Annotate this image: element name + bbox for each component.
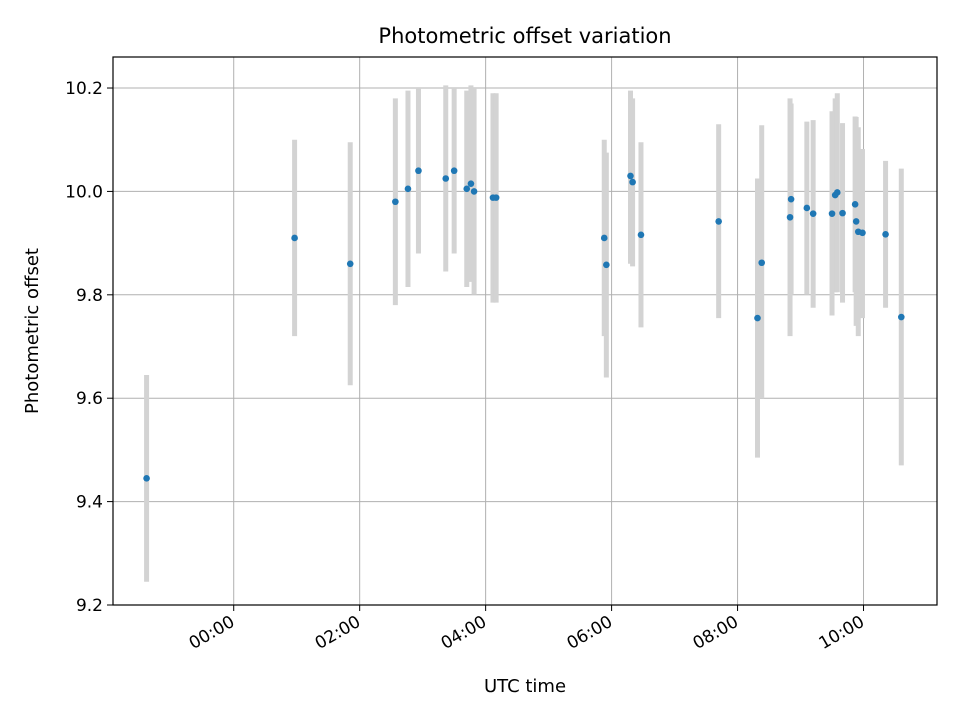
data-point-20	[758, 259, 766, 267]
data-point-5	[415, 167, 422, 175]
y-axis-ticks: 9.2 9.4 9.6 9.8 10.0 10.2	[65, 79, 113, 616]
data-point-8	[463, 185, 471, 193]
data-point-2	[346, 260, 354, 268]
data-point-30	[852, 218, 860, 225]
y-tick-label-4: 10.0	[65, 182, 103, 202]
data-point-13	[600, 234, 608, 242]
data-point-25	[828, 210, 836, 217]
data-point-10	[470, 188, 478, 195]
data-point-9	[467, 180, 475, 187]
data-point-1	[291, 234, 298, 242]
x-axis-label: UTC time	[484, 676, 566, 697]
y-tick-label-5: 10.2	[65, 79, 103, 99]
data-point-12	[492, 194, 500, 201]
data-points	[143, 167, 905, 482]
y-tick-label-1: 9.4	[76, 493, 103, 513]
data-point-33	[882, 231, 889, 238]
data-point-17	[637, 231, 645, 239]
data-point-21	[786, 213, 794, 221]
y-tick-label-3: 9.8	[76, 286, 103, 306]
data-point-28	[839, 209, 846, 217]
data-point-7	[450, 167, 458, 175]
data-point-32	[859, 229, 866, 237]
chart-title: Photometric offset variation	[378, 24, 671, 48]
data-point-15	[627, 172, 634, 180]
data-point-27	[833, 189, 841, 196]
data-point-4	[404, 185, 412, 193]
grid	[113, 57, 937, 606]
data-point-22	[787, 195, 795, 203]
data-point-0	[143, 475, 150, 482]
y-tick-label-2: 9.6	[76, 389, 103, 409]
y-tick-label-0: 9.2	[76, 596, 103, 616]
data-point-24	[809, 210, 817, 217]
data-point-16	[629, 178, 636, 186]
plot-frame	[112, 56, 938, 606]
data-point-18	[715, 218, 722, 225]
data-point-29	[851, 201, 859, 208]
data-point-14	[603, 261, 610, 269]
data-point-6	[442, 175, 450, 182]
data-point-23	[803, 204, 811, 212]
data-point-3	[392, 198, 399, 206]
y-axis-label: Photometric offset	[22, 248, 43, 414]
data-point-34	[898, 313, 905, 321]
data-point-19	[754, 314, 761, 322]
